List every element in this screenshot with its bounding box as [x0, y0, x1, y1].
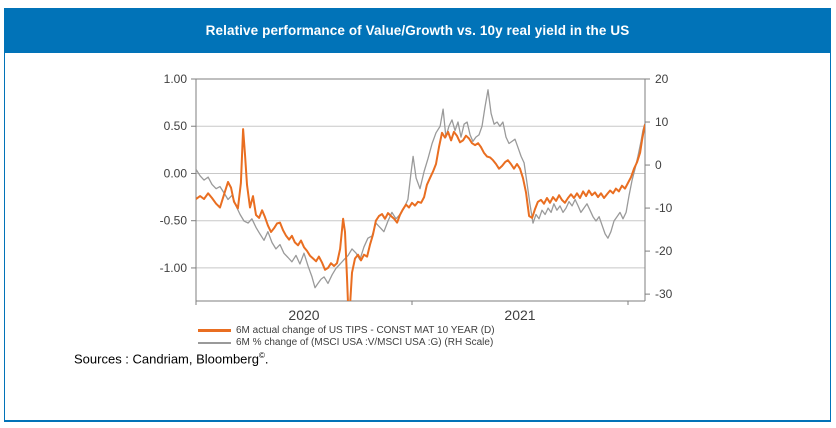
legend-swatch-orange-line — [198, 329, 231, 332]
chart-title-bar: Relative performance of Value/Growth vs.… — [5, 8, 830, 53]
legend-label-tips: 6M actual change of US TIPS - CONST MAT … — [236, 325, 495, 336]
chart-card: Relative performance of Value/Growth vs.… — [4, 8, 831, 422]
legend-item-msci: 6M % change of (MSCI USA :V/MSCI USA :G)… — [198, 337, 495, 348]
sources-period: . — [264, 351, 269, 367]
copyright-symbol: © — [258, 351, 265, 360]
legend-swatch-gray-line — [198, 341, 231, 344]
legend-item-tips: 6M actual change of US TIPS - CONST MAT … — [198, 325, 495, 336]
sources-text: Sources : Candriam, Bloomberg — [74, 351, 259, 367]
sources-note: Sources : Candriam, Bloomberg©. — [74, 351, 269, 366]
chart-title: Relative performance of Value/Growth vs.… — [205, 23, 630, 38]
legend: 6M actual change of US TIPS - CONST MAT … — [198, 325, 495, 348]
legend-label-msci: 6M % change of (MSCI USA :V/MSCI USA :G)… — [236, 337, 494, 348]
